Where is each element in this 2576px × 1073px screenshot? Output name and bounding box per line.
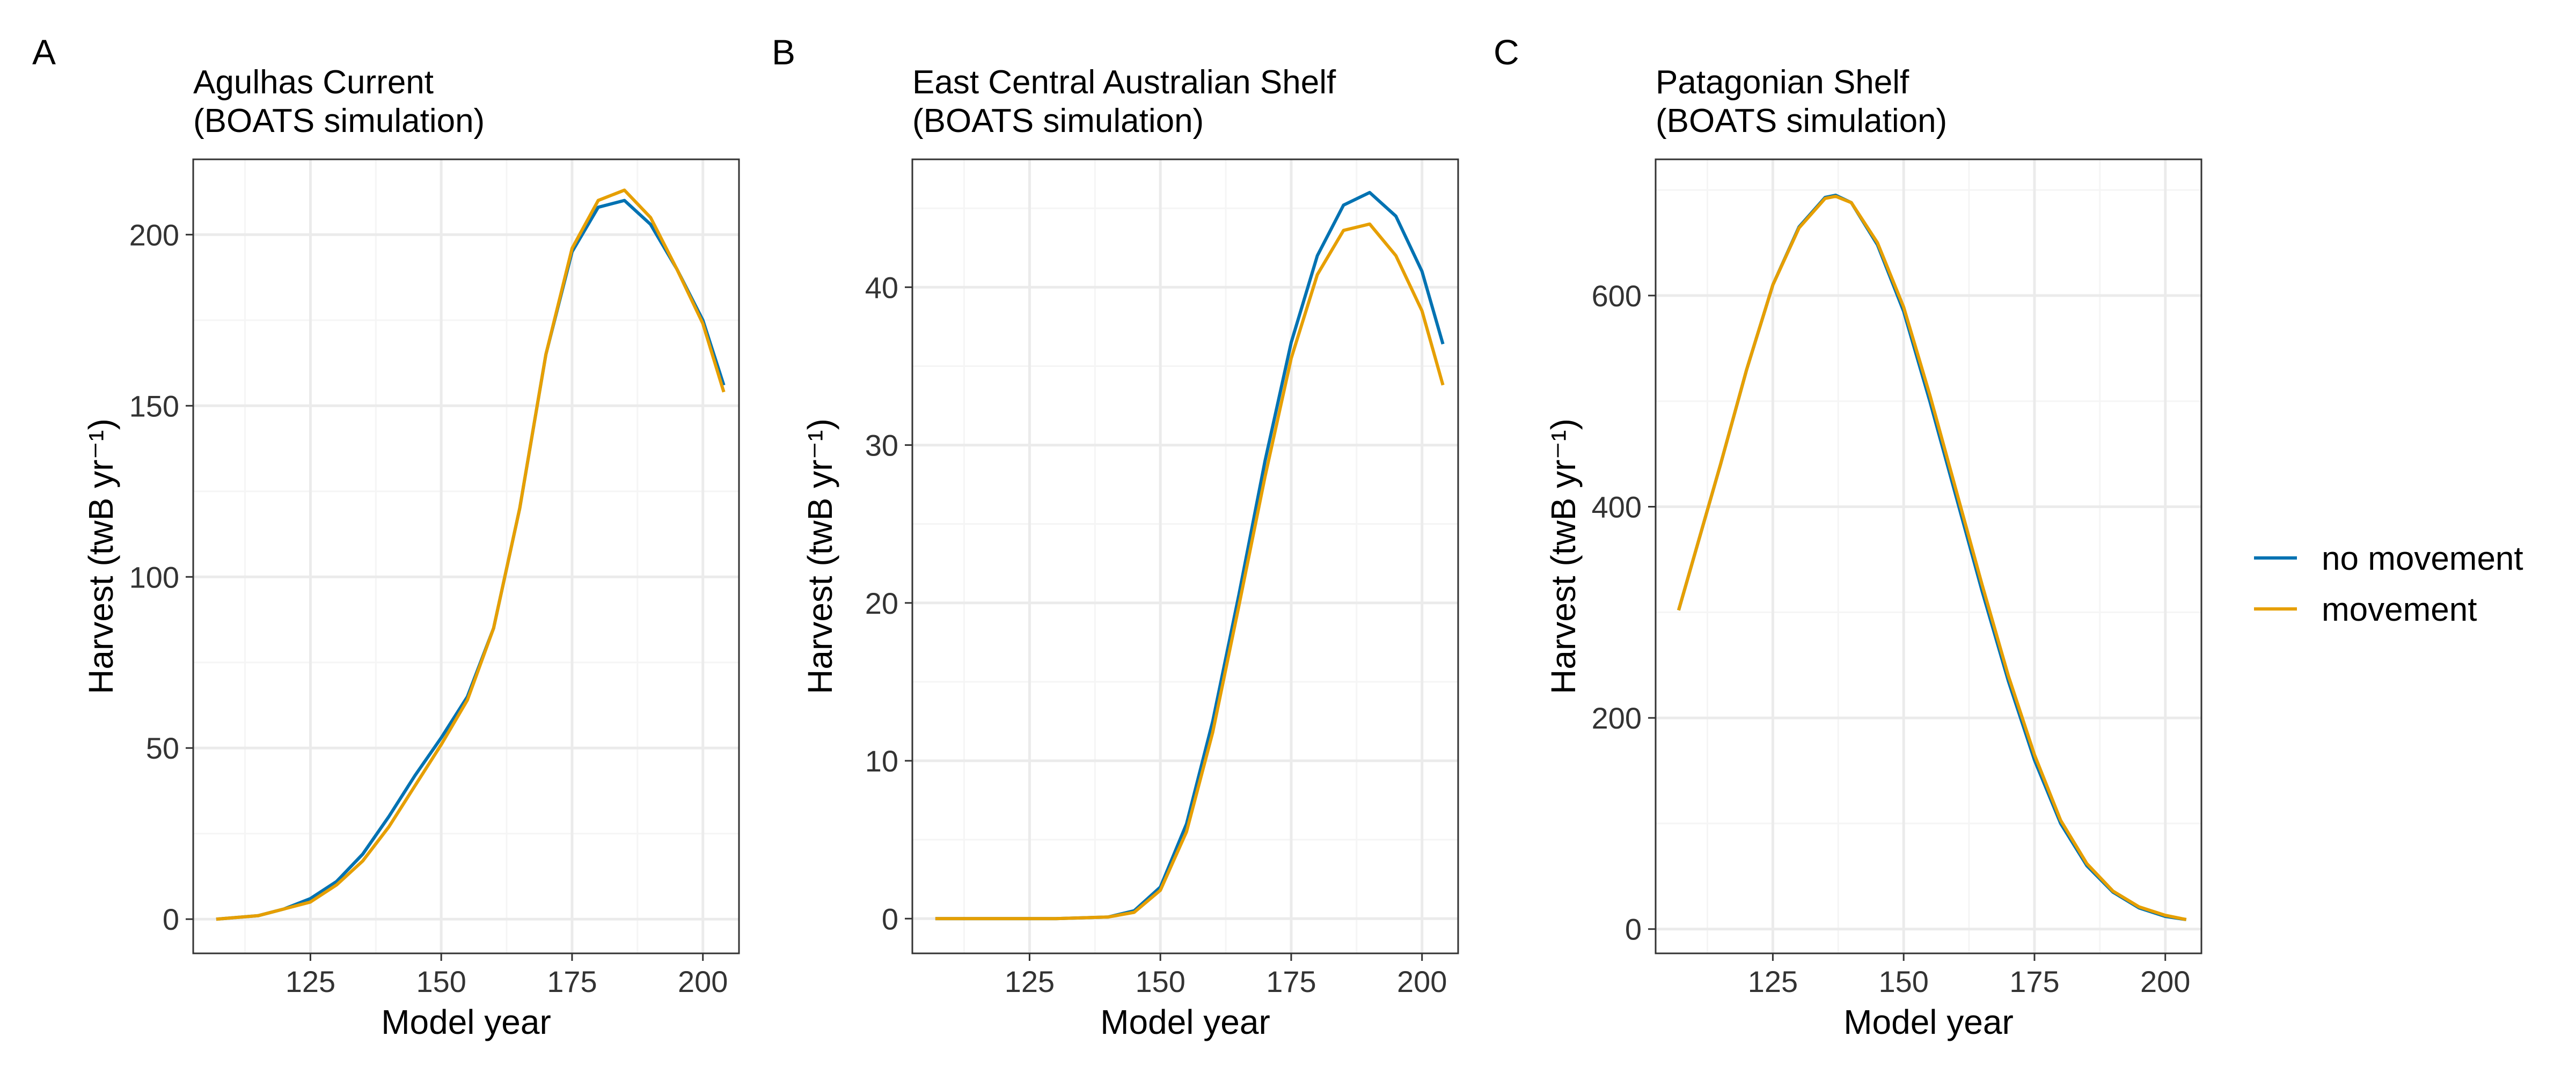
- x-tick-label: 125: [1005, 965, 1055, 998]
- panel-title: Patagonian Shelf: [1656, 64, 1909, 101]
- x-tick-label: 150: [1135, 965, 1185, 998]
- panel-b: 125 150 175 200 0 10 20 30 40 B East Central Austr…: [772, 32, 1459, 1041]
- panel-subtitle: (BOATS simulation): [193, 102, 485, 139]
- panel-letter: C: [1494, 32, 1519, 72]
- plot-area: [193, 159, 739, 953]
- plot-area: [912, 159, 1458, 953]
- y-tick-label: 40: [865, 270, 898, 304]
- x-tick-label: 200: [1397, 965, 1447, 998]
- plot-area: [1656, 159, 2201, 953]
- series-line-movement: [1677, 194, 2187, 921]
- y-tick-label: 100: [129, 560, 179, 594]
- x-tick-label: 125: [286, 965, 335, 998]
- y-tick-label: 0: [163, 902, 179, 936]
- y-tick-label: 600: [1592, 279, 1642, 313]
- series-line-movement: [216, 188, 726, 921]
- x-axis-label: Model year: [381, 1003, 551, 1041]
- x-tick-label: 200: [678, 965, 728, 998]
- x-tick-label: 175: [547, 965, 597, 998]
- y-tick-label: 400: [1592, 490, 1642, 524]
- plot-border: [911, 158, 1459, 954]
- series-line-movement: [935, 222, 1445, 921]
- y-tick-label: 200: [129, 218, 179, 252]
- panel-title: Agulhas Current: [193, 64, 434, 101]
- x-tick-label: 150: [416, 965, 466, 998]
- y-axis-label: Harvest (twB yr⁻¹): [82, 418, 120, 694]
- y-tick-label: 10: [865, 744, 898, 778]
- plot-border: [192, 158, 740, 954]
- x-tick-label: 150: [1878, 965, 1928, 998]
- x-tick-label: 175: [2009, 965, 2059, 998]
- panel-title: East Central Australian Shelf: [912, 64, 1336, 101]
- y-tick-label: 50: [146, 731, 179, 765]
- panel-letter: B: [772, 32, 795, 72]
- x-tick-label: 175: [1266, 965, 1316, 998]
- panel-subtitle: (BOATS simulation): [912, 102, 1204, 139]
- x-axis-label: Model year: [1100, 1003, 1270, 1041]
- panel-subtitle: (BOATS simulation): [1656, 102, 1947, 139]
- legend: no movement movement: [2254, 540, 2523, 628]
- legend-label-movement: movement: [2322, 591, 2477, 628]
- plot-border: [1655, 158, 2202, 954]
- y-axis-label: Harvest (twB yr⁻¹): [801, 418, 839, 694]
- legend-label-no-movement: no movement: [2322, 540, 2523, 577]
- y-tick-label: 0: [1625, 913, 1642, 946]
- y-tick-label: 20: [865, 586, 898, 620]
- panel-c: 125 150 175 200 0 200 400 600 C Patagonian Shelf(…: [1494, 32, 2202, 1041]
- y-tick-label: 150: [129, 389, 179, 423]
- panel-letter: A: [32, 32, 56, 72]
- y-axis-label: Harvest (twB yr⁻¹): [1544, 418, 1583, 694]
- x-tick-label: 200: [2140, 965, 2190, 998]
- y-tick-label: 30: [865, 429, 898, 462]
- x-axis-label: Model year: [1843, 1003, 2014, 1041]
- panel-a: 125 150 175 200 0 50 100 150 200 A Agulhas Current…: [32, 32, 740, 1041]
- x-tick-label: 125: [1748, 965, 1798, 998]
- y-tick-label: 0: [882, 902, 898, 936]
- y-tick-label: 200: [1592, 701, 1642, 735]
